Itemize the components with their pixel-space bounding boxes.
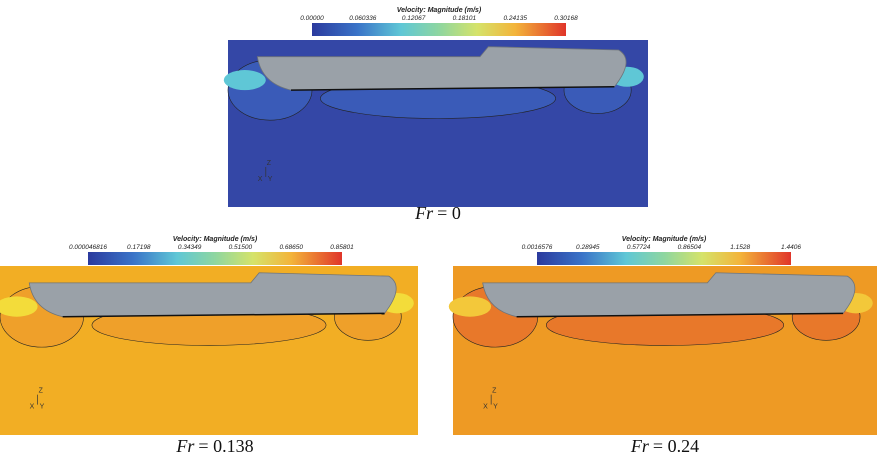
triad-label: Z bbox=[39, 388, 44, 395]
colorbar-tick-label: 0.68650 bbox=[279, 244, 303, 251]
triad-label: Y bbox=[493, 404, 498, 411]
colorbar-tick-label: 1.1528 bbox=[730, 244, 750, 251]
colorbar-title: Velocity: Magnitude (m/s) bbox=[173, 236, 258, 243]
colorbar-tick-label: 0.12067 bbox=[402, 15, 426, 22]
colorbar bbox=[537, 252, 791, 265]
caption-variable: Fr bbox=[175, 436, 195, 456]
triad-label: Y bbox=[40, 404, 45, 411]
caption-value: = 0.138 bbox=[198, 436, 253, 456]
triad-label: X bbox=[483, 404, 488, 411]
panel: Velocity: Magnitude (m/s) 0.0016576 0.2894… bbox=[449, 236, 877, 456]
colorbar-title: Velocity: Magnitude (m/s) bbox=[622, 236, 707, 243]
colorbar-tick-label: 0.51500 bbox=[229, 244, 253, 251]
colorbar-tick-label: 0.28945 bbox=[576, 244, 600, 251]
triad-label: X bbox=[30, 404, 35, 411]
colorbar bbox=[312, 23, 566, 36]
colorbar-tick-label: 1.4406 bbox=[781, 244, 801, 251]
colorbar-tick-label: 0.060336 bbox=[349, 15, 376, 22]
colorbar-tick-label: 0.34349 bbox=[178, 244, 202, 251]
colorbar-tick-label: 0.000046816 bbox=[69, 244, 107, 251]
colorbar-tick-label: 0.86504 bbox=[678, 244, 702, 251]
triad-label: Z bbox=[492, 388, 497, 395]
colorbar-tick-label: 0.17198 bbox=[127, 244, 151, 251]
colorbar-title: Velocity: Magnitude (m/s) bbox=[397, 7, 482, 14]
colorbar-tick-label: 0.30168 bbox=[554, 15, 578, 22]
colorbar-tick-label: 0.0016576 bbox=[522, 244, 553, 251]
colorbar-tick-label: 0.57724 bbox=[627, 244, 651, 251]
caption-variable: Fr bbox=[630, 436, 650, 456]
caption: Fr= 0 bbox=[414, 203, 461, 223]
wake bbox=[449, 296, 491, 316]
colorbar-tick-label: 0.00000 bbox=[300, 15, 324, 22]
triad-label: X bbox=[258, 176, 263, 183]
colorbar-tick-label: 0.85801 bbox=[330, 244, 354, 251]
triad-label: Y bbox=[268, 176, 273, 183]
caption: Fr= 0.24 bbox=[630, 436, 699, 456]
colorbar bbox=[88, 252, 342, 265]
colorbar-tick-label: 0.18101 bbox=[453, 15, 477, 22]
caption-value: = 0 bbox=[437, 203, 461, 223]
panel: Velocity: Magnitude (m/s) 0.00000 0.060336… bbox=[224, 7, 648, 223]
caption: Fr= 0.138 bbox=[175, 436, 253, 456]
colorbar-tick-label: 0.24135 bbox=[503, 15, 527, 22]
caption-variable: Fr bbox=[414, 203, 434, 223]
triad-label: Z bbox=[267, 160, 272, 167]
caption-value: = 0.24 bbox=[653, 436, 699, 456]
wake bbox=[224, 70, 266, 90]
figure: Velocity: Magnitude (m/s) 0.00000 0.060336… bbox=[0, 0, 877, 465]
panel: Velocity: Magnitude (m/s) 0.000046816 0.17… bbox=[0, 236, 418, 456]
